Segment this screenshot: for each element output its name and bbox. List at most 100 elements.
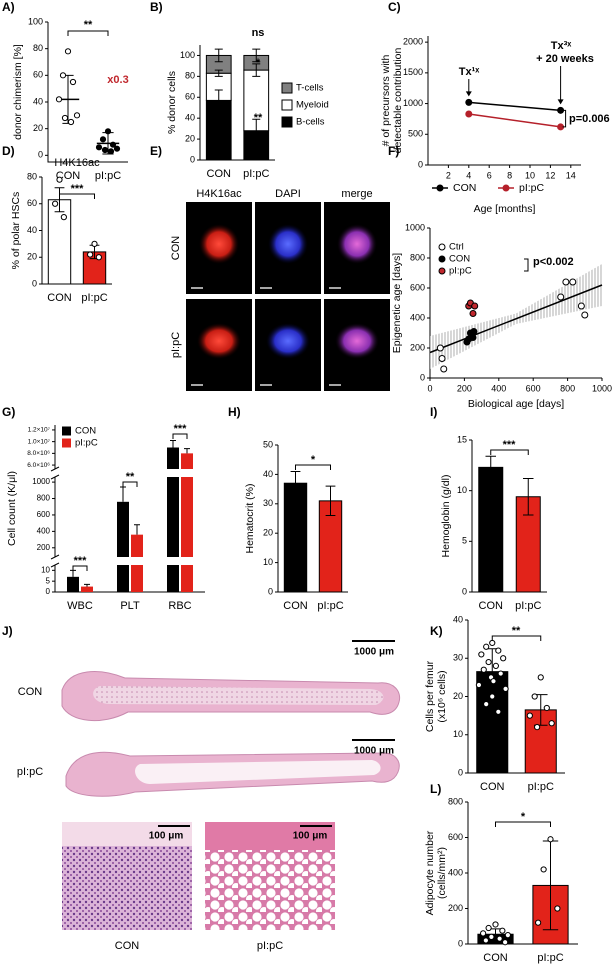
point <box>107 148 115 155</box>
error-bar <box>252 118 261 143</box>
y-tick-label: 20 <box>263 528 273 538</box>
panel-j: J) <box>2 624 13 638</box>
legend-label: CON <box>453 182 476 194</box>
panel-e: E) <box>150 144 162 158</box>
nucleus <box>268 224 308 264</box>
point <box>543 704 550 712</box>
annotation: p<0.002 <box>533 256 574 268</box>
x-tick-label: CON <box>47 292 72 304</box>
y-tick-label: 0 <box>38 150 43 160</box>
point <box>534 724 541 731</box>
point <box>73 112 81 119</box>
panel-label: I) <box>430 405 437 419</box>
y-tick-label: 15 <box>457 434 467 444</box>
y-tick-label: 1000 <box>32 477 50 486</box>
x-axis-label: Age [months] <box>474 203 536 215</box>
point <box>557 293 565 301</box>
legend-swatch <box>62 438 71 448</box>
point <box>95 144 103 151</box>
axis-break <box>49 469 205 477</box>
y-axis-label: # of precursors with <box>380 55 392 147</box>
arrow-head <box>557 99 564 105</box>
x-tick-label: 1000 <box>592 383 612 393</box>
x-tick-label: pI:pC <box>528 781 554 793</box>
y-tick-label: 30 <box>453 653 463 663</box>
legend-marker <box>438 267 446 275</box>
legend-marker <box>502 184 510 192</box>
break-mark <box>50 554 60 560</box>
y-tick-label: 10 <box>453 729 463 739</box>
point <box>502 939 509 946</box>
y-tick-label: 10 <box>457 485 467 495</box>
x-tick-label: 12 <box>545 170 555 180</box>
annotation: Tx¹ˣ <box>459 66 481 78</box>
y-tick-label: 5 <box>462 536 467 546</box>
annotation: ** <box>512 625 521 637</box>
y-tick-label: 200 <box>37 543 51 552</box>
point <box>483 643 490 650</box>
series-line <box>468 113 561 128</box>
annotation: ns <box>252 27 265 39</box>
y-tick-label: 80 <box>185 71 195 81</box>
point <box>502 685 509 692</box>
nucleus <box>337 224 377 264</box>
y-tick-label: 60 <box>33 70 43 80</box>
p-bracket <box>524 258 529 272</box>
legend-label: pI:pC <box>75 438 98 449</box>
legend-label: pI:pC <box>519 182 545 194</box>
y-axis-label: (cells/mm²) <box>436 847 448 899</box>
point <box>465 98 473 106</box>
y-axis-label: Adipocyte number <box>424 830 436 915</box>
y-tick-label: 10 <box>41 565 50 574</box>
break-mark <box>50 562 60 568</box>
point <box>540 866 547 873</box>
point <box>471 302 479 310</box>
y-tick-label: 1000 <box>405 222 425 232</box>
point <box>489 693 496 700</box>
y-tick-label: 50 <box>263 439 273 449</box>
caption: CON <box>115 940 140 952</box>
annotation: *** <box>503 439 517 451</box>
row-label: CON <box>170 236 182 261</box>
x-tick-label: RBC <box>168 600 191 612</box>
point <box>557 106 565 114</box>
error-bar <box>523 478 534 516</box>
bar <box>478 466 504 593</box>
y-tick-label: 40 <box>263 469 273 479</box>
point <box>492 662 499 670</box>
legend-label: CON <box>75 426 96 437</box>
y-tick-label: 800 <box>37 494 51 503</box>
x-tick-label: 8 <box>507 170 512 180</box>
y-tick-label: 0 <box>32 278 37 288</box>
scale-label: 1000 μm <box>354 647 394 658</box>
p-bracket <box>562 109 567 128</box>
marrow <box>93 686 384 705</box>
bar <box>81 586 93 592</box>
error-bar <box>134 524 140 535</box>
point <box>547 836 554 843</box>
point <box>52 200 59 207</box>
panel-label: E) <box>150 144 162 158</box>
point <box>64 48 72 55</box>
x-tick-label: CON <box>480 781 505 793</box>
point <box>55 96 63 103</box>
y-tick-label: 0 <box>420 372 425 382</box>
point <box>482 937 489 944</box>
y-tick-label: 20 <box>33 123 43 133</box>
point <box>113 145 121 152</box>
error-bar <box>170 439 176 448</box>
point <box>465 110 473 118</box>
bar <box>47 199 72 285</box>
point <box>67 118 75 126</box>
point <box>95 254 102 261</box>
row-label: CON <box>18 686 43 698</box>
annotation: Tx³ˣ <box>551 40 573 52</box>
legend-swatch <box>62 426 71 436</box>
significance-bracket <box>490 449 529 455</box>
y-tick-label: 0 <box>458 938 463 948</box>
y-tick-label: 0 <box>418 159 423 169</box>
point <box>500 655 507 662</box>
y-tick-label: 40 <box>27 225 37 235</box>
y-tick-label: 30 <box>263 498 273 508</box>
y-tick-label: 400 <box>448 867 463 877</box>
